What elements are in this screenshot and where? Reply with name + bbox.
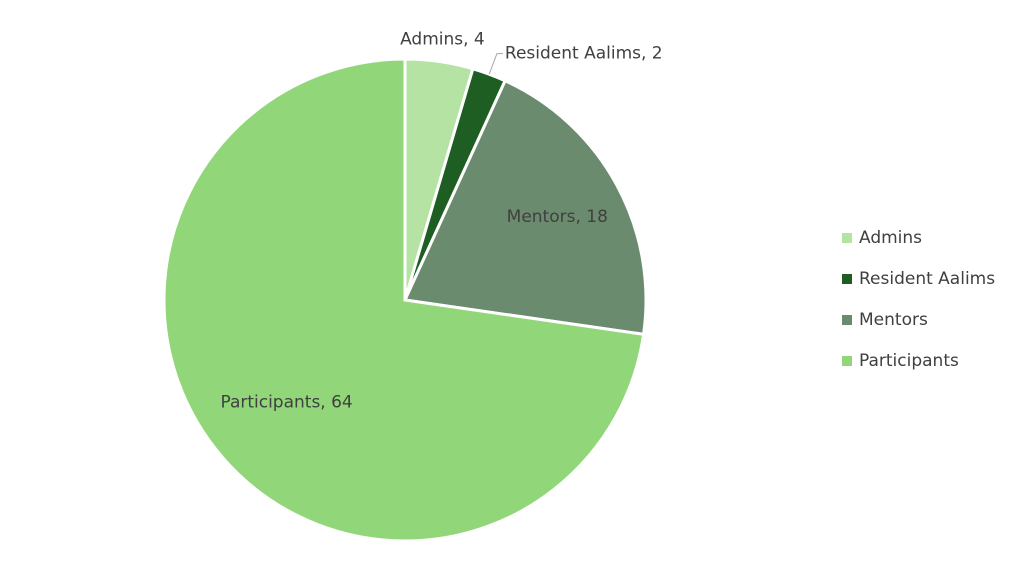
pie-slice — [162, 57, 646, 543]
pie-slice — [402, 78, 648, 336]
legend-swatch — [842, 315, 852, 325]
legend-label: Admins — [859, 228, 922, 248]
data-label: Admins, 4 — [400, 30, 485, 50]
data-label: Mentors, 18 — [507, 207, 608, 227]
legend-swatch — [842, 274, 852, 284]
legend-swatch — [842, 356, 852, 366]
data-label: Resident Aalims, 2 — [505, 44, 663, 64]
leader-line — [488, 53, 503, 75]
legend-swatch — [842, 233, 852, 243]
legend-label: Resident Aalims — [859, 269, 995, 289]
legend-label: Participants — [859, 351, 959, 371]
data-label: Participants, 64 — [220, 393, 352, 413]
legend-label: Mentors — [859, 310, 928, 330]
